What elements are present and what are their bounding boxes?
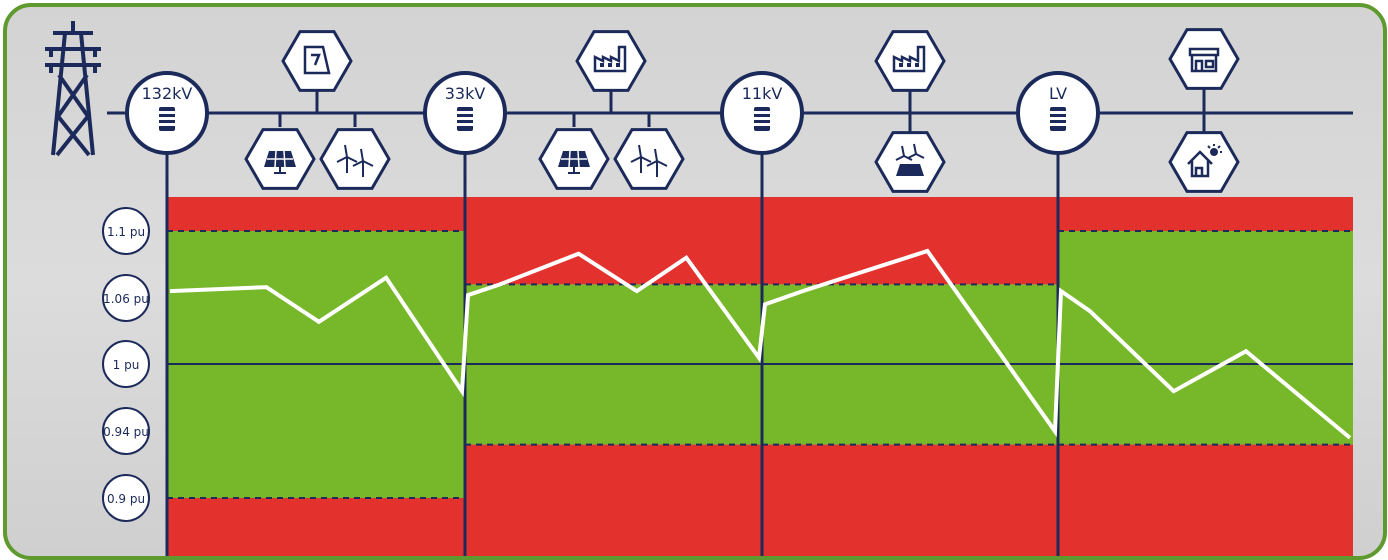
svg-text:0.94 pu: 0.94 pu: [103, 425, 149, 439]
shop-icon: [1168, 28, 1240, 90]
pu-tick-0-94: 0.94 pu: [102, 407, 150, 455]
over-voltage-band-33kv: [465, 197, 762, 285]
svg-text:1.1 pu: 1.1 pu: [107, 225, 145, 239]
svg-text:11kV: 11kV: [742, 84, 783, 103]
svg-text:132kV: 132kV: [142, 84, 193, 103]
acceptable-band-lv: [1058, 231, 1353, 445]
voltage-bands: [167, 197, 1353, 556]
voltage-profile-line: [169, 248, 1352, 440]
transformer-icon: [1048, 107, 1068, 131]
solar-panel-icon: [538, 128, 610, 190]
wind-solar-icon: [874, 131, 946, 193]
pu-tick-1-1: 1.1 pu: [102, 207, 150, 255]
over-voltage-band-132kv: [167, 197, 465, 231]
pu-tick-1-06: 1.06 pu: [102, 274, 150, 322]
voltage-diagram: 1.1 pu 1.06 pu 1 pu 0.94 pu 0.9 pu 132kV…: [45, 21, 1353, 556]
transmission-tower-icon: [45, 21, 101, 157]
asset-connectors: [278, 87, 1206, 137]
transformer-node-33kv: 33kV: [423, 71, 507, 155]
wind-turbine-icon: [319, 128, 391, 190]
transformer-icon: [752, 107, 772, 131]
under-voltage-band-33kv: [465, 444, 762, 556]
under-voltage-band-132kv: [167, 498, 465, 556]
transformer-node-lv: LV: [1016, 71, 1100, 155]
transformer-icon: [455, 107, 475, 131]
solar-panel-icon: [244, 128, 316, 190]
under-voltage-band-11kv: [762, 444, 1058, 556]
connected-assets: [244, 28, 1240, 193]
wind-turbine-icon: [613, 128, 685, 190]
factory-icon: [874, 30, 946, 92]
power-plant-icon: [281, 30, 353, 92]
pu-tick-1: 1 pu: [102, 340, 150, 388]
transformer-node-11kv: 11kV: [720, 71, 804, 155]
over-voltage-band-11kv: [762, 197, 1058, 285]
svg-text:0.9 pu: 0.9 pu: [107, 492, 145, 506]
factory-icon: [575, 30, 647, 92]
svg-text:1.06 pu: 1.06 pu: [103, 292, 149, 306]
under-voltage-band-lv: [1058, 444, 1353, 556]
svg-text:1 pu: 1 pu: [113, 358, 140, 372]
svg-text:LV: LV: [1049, 84, 1067, 103]
solar-home-icon: [1168, 131, 1240, 193]
pu-axis: 1.1 pu 1.06 pu 1 pu 0.94 pu 0.9 pu: [102, 207, 150, 522]
transformer-node-132kv: 132kV: [125, 71, 209, 155]
diagram-frame: 1.1 pu 1.06 pu 1 pu 0.94 pu 0.9 pu 132kV…: [3, 3, 1387, 560]
svg-text:33kV: 33kV: [445, 84, 486, 103]
transformer-icon: [157, 107, 177, 131]
limit-lines: [167, 230, 1353, 499]
over-voltage-band-lv: [1058, 197, 1353, 231]
pu-tick-0-9: 0.9 pu: [102, 474, 150, 522]
